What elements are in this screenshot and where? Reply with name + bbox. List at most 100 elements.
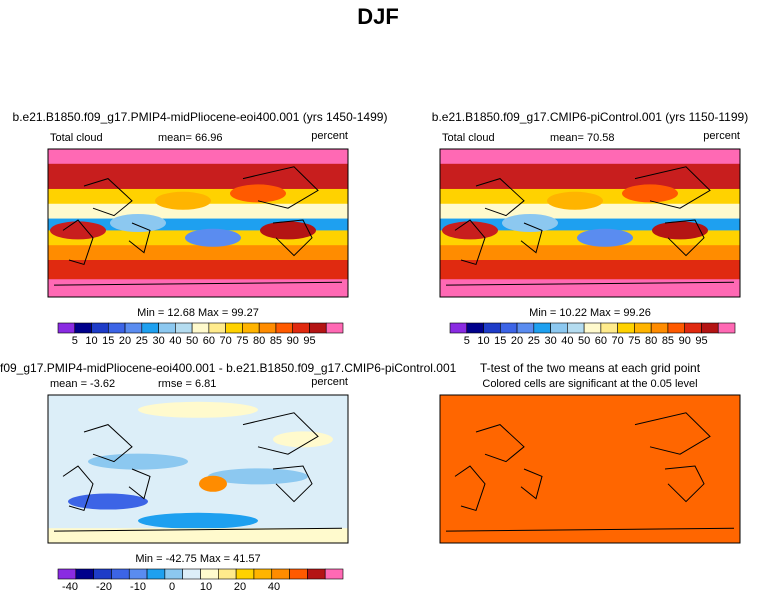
coastline bbox=[454, 219, 486, 266]
colorbar-box bbox=[182, 568, 201, 580]
colorbar-box bbox=[567, 322, 585, 334]
coastline bbox=[242, 412, 319, 455]
coastline bbox=[62, 219, 94, 266]
colorbar-box bbox=[91, 322, 109, 334]
coastline bbox=[53, 527, 343, 532]
map-blob bbox=[185, 228, 241, 247]
colorbar-box bbox=[324, 568, 344, 580]
colorbar-box bbox=[667, 322, 686, 334]
colorbar-label: 30 bbox=[152, 335, 164, 347]
left-label: mean = -3.62 bbox=[50, 378, 115, 390]
colorbar-label: 20 bbox=[234, 581, 246, 593]
colorbar-box bbox=[141, 322, 159, 334]
colorbar-box bbox=[57, 322, 76, 334]
colorbar-label: 10 bbox=[200, 581, 212, 593]
map-blob bbox=[547, 191, 603, 210]
coastline bbox=[128, 222, 151, 254]
map-blob bbox=[155, 191, 211, 210]
colorbar-label: 0 bbox=[169, 581, 175, 593]
map-band bbox=[440, 163, 740, 190]
colorbar-box bbox=[309, 322, 327, 334]
colorbar-box bbox=[275, 322, 294, 334]
colorbar-box bbox=[93, 568, 112, 580]
colorbar-label: 40 bbox=[268, 581, 280, 593]
colorbar-box bbox=[258, 322, 277, 334]
colorbar-box bbox=[164, 568, 183, 580]
coastline bbox=[272, 465, 313, 503]
map-band bbox=[48, 163, 348, 190]
panel-title: f09_g17.PMIP4-midPliocene-eoi400.001 - b… bbox=[0, 361, 457, 375]
colorbar-label: 15 bbox=[494, 335, 506, 347]
map-band bbox=[48, 528, 348, 543]
map-band bbox=[440, 279, 740, 298]
coastline bbox=[272, 219, 313, 257]
map-band bbox=[440, 260, 740, 280]
colorbar-label: 75 bbox=[628, 335, 640, 347]
min-max: Min = 10.22 Max = 99.26 bbox=[529, 307, 651, 319]
map-frame bbox=[439, 394, 741, 544]
colorbar-label: 40 bbox=[169, 335, 181, 347]
colorbar-label: 20 bbox=[119, 335, 131, 347]
map-blob bbox=[68, 493, 148, 510]
figure-title: DJF bbox=[357, 4, 399, 29]
colorbar-label: 10 bbox=[85, 335, 97, 347]
map-field bbox=[440, 395, 740, 543]
colorbar-box bbox=[583, 322, 602, 334]
right-label: percent bbox=[703, 130, 740, 142]
panel-title: b.e21.B1850.f09_g17.PMIP4-midPliocene-eo… bbox=[13, 110, 388, 124]
map-blob bbox=[273, 431, 333, 448]
colorbar-label: -20 bbox=[96, 581, 112, 593]
colorbar-label: 60 bbox=[595, 335, 607, 347]
colorbar-label: 60 bbox=[203, 335, 215, 347]
map-blob bbox=[138, 401, 258, 418]
map-frame bbox=[439, 148, 741, 298]
colorbar-label: 30 bbox=[544, 335, 556, 347]
colorbar-box bbox=[550, 322, 568, 334]
colorbar-label: 70 bbox=[612, 335, 624, 347]
colorbar-box bbox=[235, 568, 255, 580]
colorbar-box bbox=[253, 568, 273, 580]
colorbar-box bbox=[175, 322, 193, 334]
colorbar-label: 80 bbox=[253, 335, 265, 347]
panel-title: T-test of the two means at each grid poi… bbox=[480, 361, 701, 375]
map-blob bbox=[622, 184, 678, 203]
left-label: Total cloud bbox=[50, 132, 103, 144]
map-blob bbox=[260, 221, 316, 240]
colorbar-box bbox=[200, 568, 219, 580]
left-label: Total cloud bbox=[442, 132, 495, 144]
map-frame bbox=[47, 394, 349, 544]
colorbar-box bbox=[146, 568, 166, 580]
colorbar-label: 85 bbox=[270, 335, 282, 347]
colorbar-label: 5 bbox=[464, 335, 470, 347]
map-band bbox=[48, 245, 348, 261]
colorbar-box bbox=[325, 322, 344, 334]
colorbar-box bbox=[701, 322, 719, 334]
colorbar-label: 70 bbox=[220, 335, 232, 347]
colorbar-label: 90 bbox=[679, 335, 691, 347]
coastline bbox=[62, 465, 94, 512]
colorbar-box bbox=[466, 322, 484, 334]
min-max: Min = -42.75 Max = 41.57 bbox=[135, 553, 260, 565]
colorbar-box bbox=[225, 322, 243, 334]
colorbar-label: 75 bbox=[236, 335, 248, 347]
coastline bbox=[664, 465, 705, 503]
colorbar-box bbox=[684, 322, 702, 334]
colorbar-box bbox=[218, 568, 237, 580]
center-label: mean= 70.58 bbox=[550, 132, 615, 144]
coastline bbox=[83, 424, 133, 463]
coastline bbox=[454, 465, 486, 512]
map-blob bbox=[138, 512, 258, 529]
map-blob bbox=[199, 475, 227, 492]
colorbar-label: 95 bbox=[303, 335, 315, 347]
colorbar-label: 50 bbox=[186, 335, 198, 347]
coastline bbox=[445, 281, 735, 286]
panel-subtitle: Colored cells are significant at the 0.0… bbox=[482, 378, 697, 390]
coastline bbox=[475, 178, 525, 217]
colorbar-box bbox=[128, 568, 148, 580]
map-band bbox=[48, 279, 348, 298]
colorbar-label: 10 bbox=[477, 335, 489, 347]
coastline bbox=[83, 178, 133, 217]
colorbar-box bbox=[124, 322, 143, 334]
coastline bbox=[664, 219, 705, 257]
